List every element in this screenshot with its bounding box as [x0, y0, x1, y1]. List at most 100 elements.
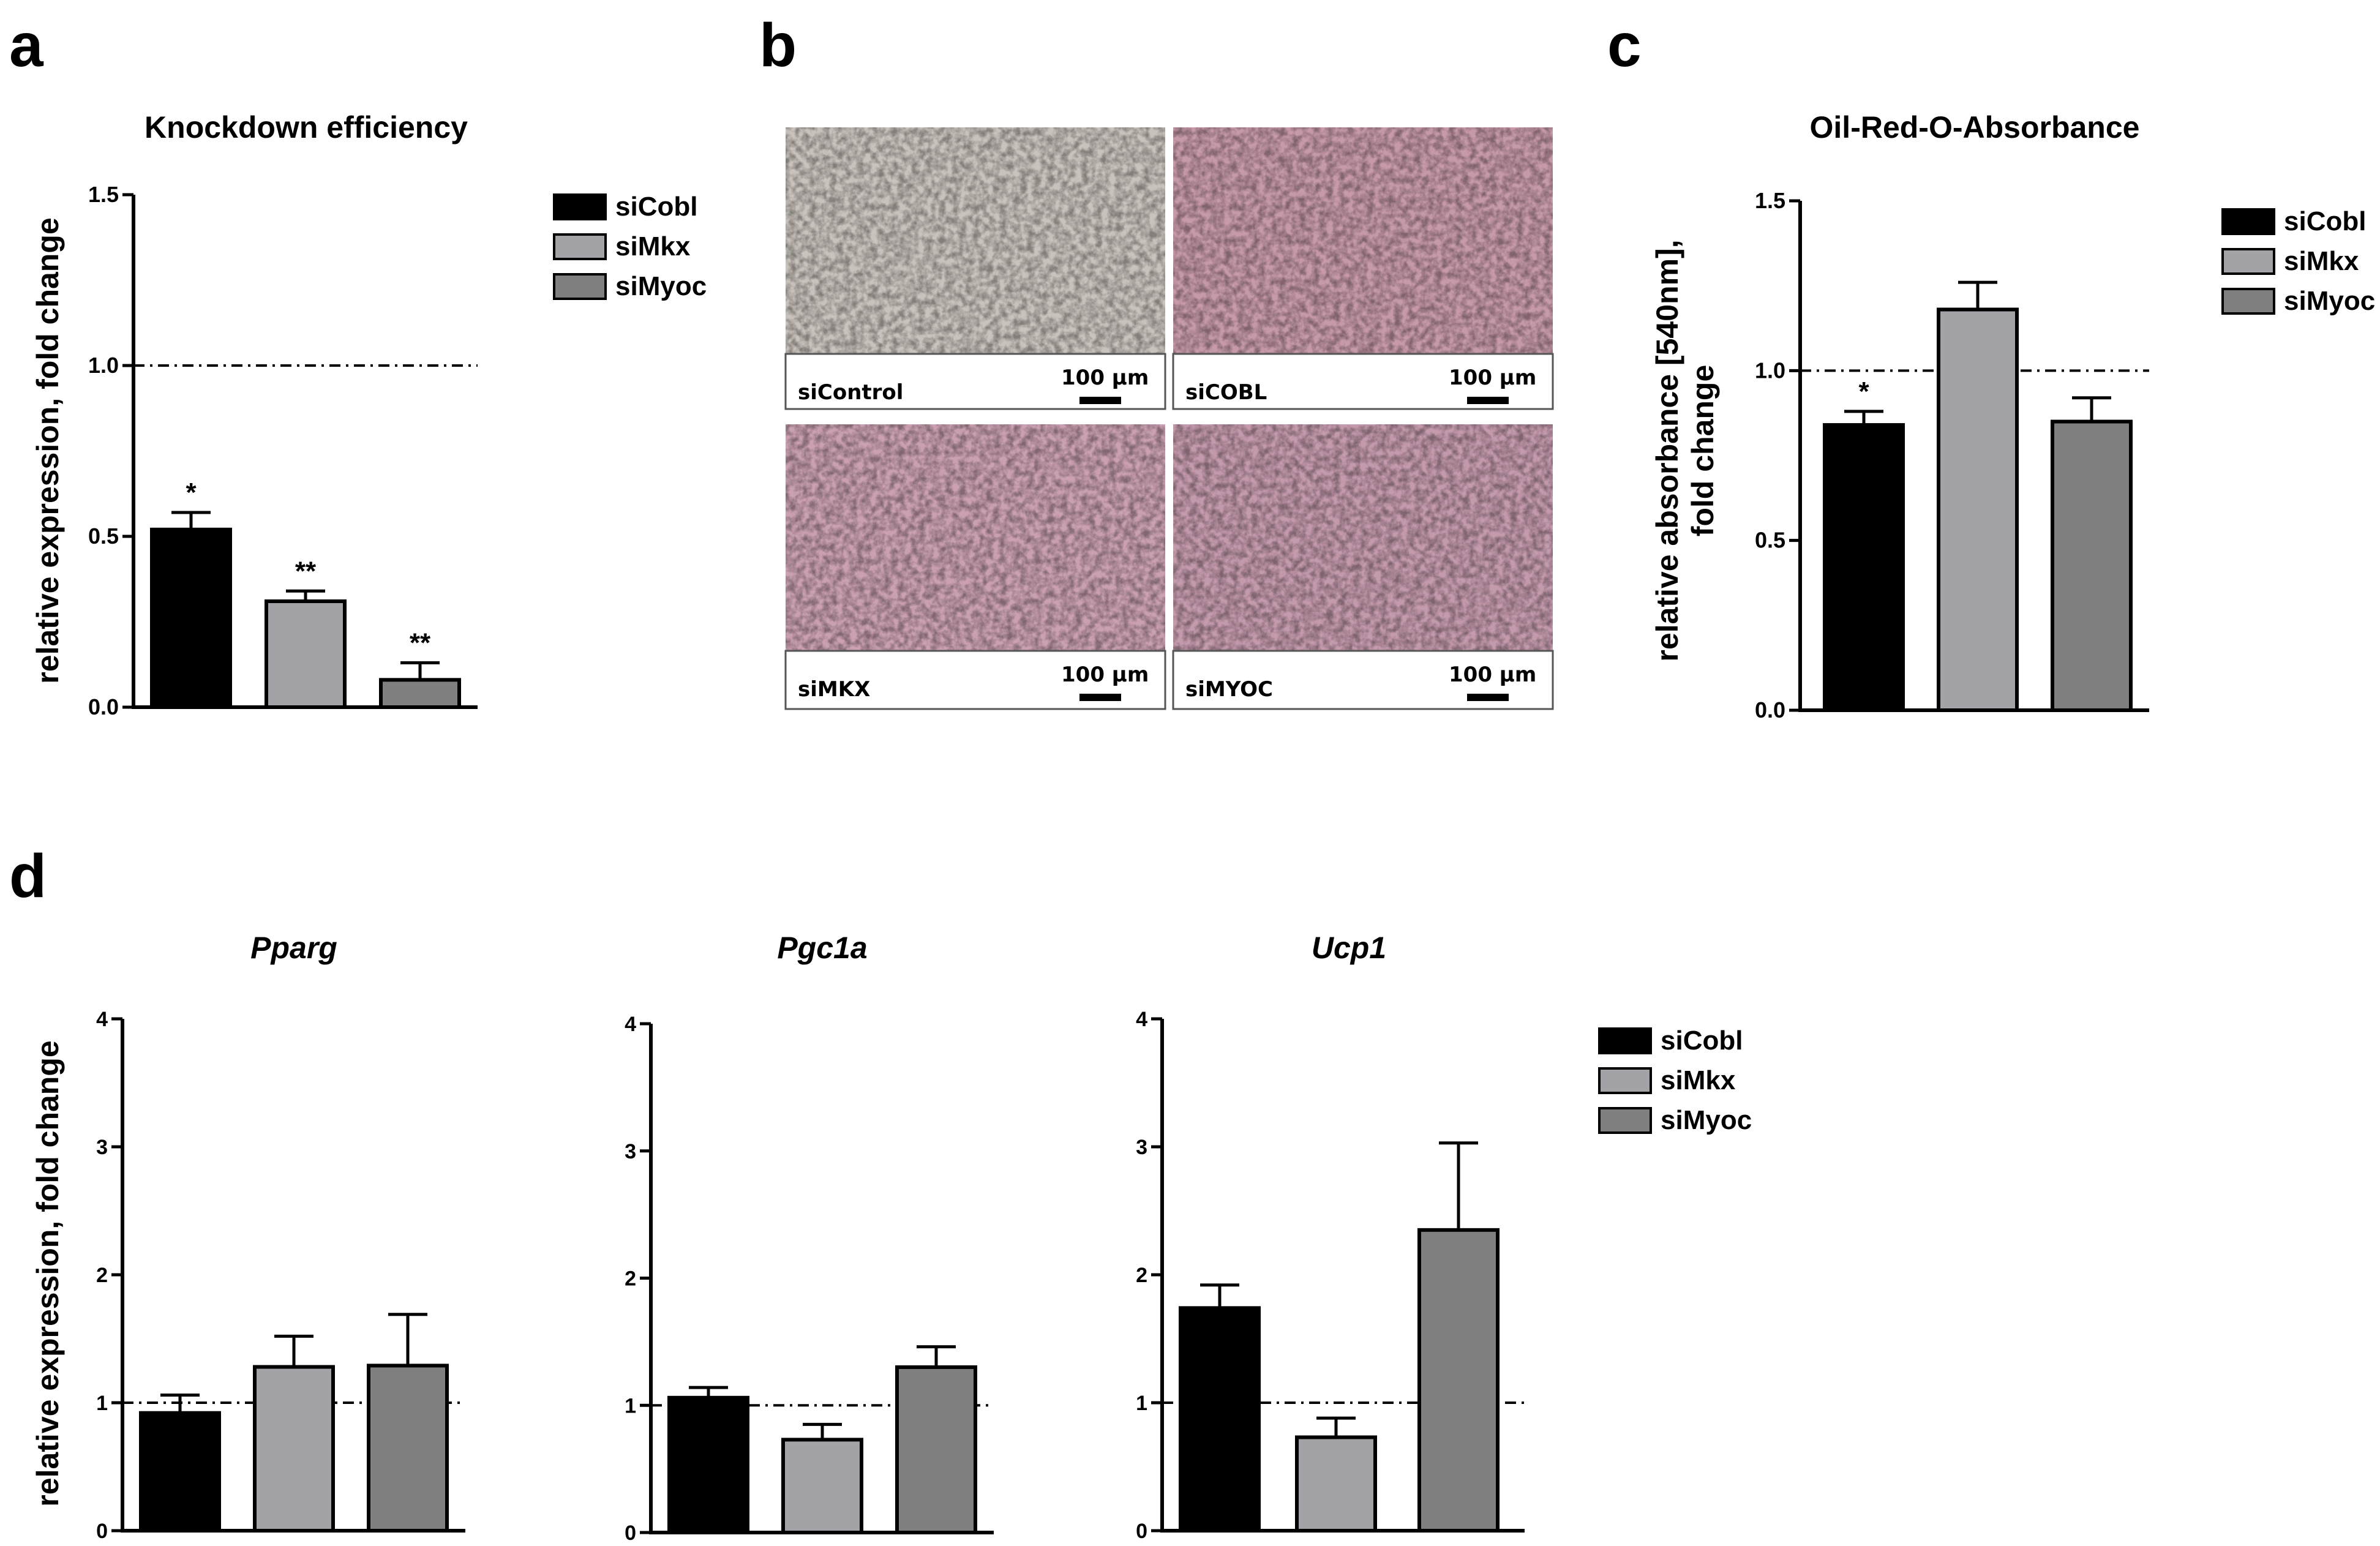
- micrograph-simkx: siMKX 100 µm: [784, 424, 1166, 710]
- panel-letter-d: d: [9, 842, 47, 910]
- micrograph-sicobl: siCOBL 100 µm: [1172, 127, 1554, 410]
- chart-knockdown-efficiency: Knockdown efficiency relative expression,…: [31, 110, 707, 719]
- y-tick-label: 4: [1136, 1008, 1147, 1031]
- y-tick-label: 1.0: [1755, 358, 1785, 383]
- micrograph-simyoc: siMYOC 100 µm: [1172, 424, 1554, 710]
- bar-simyoc: [2051, 419, 2133, 712]
- micrograph-label: siControl: [798, 380, 903, 405]
- panel-letter-c: c: [1607, 11, 1642, 80]
- bar-sicobl: [667, 1395, 749, 1534]
- chart-pgc1a: Pgc1a 0 1 2 3 4: [625, 931, 994, 1545]
- chart-title: Oil-Red-O-Absorbance: [1810, 110, 2140, 144]
- significance-marker: *: [186, 478, 197, 508]
- legend-swatch: [1598, 1067, 1652, 1094]
- y-axis-label: relative expression, fold change: [31, 217, 65, 683]
- y-tick-label: 0: [625, 1522, 636, 1545]
- scale-bar: [1467, 694, 1509, 701]
- y-tick-label: 1: [1136, 1392, 1147, 1415]
- chart-oil-red-o-absorbance: Oil-Red-O-Absorbance relative absorbance …: [1650, 110, 2375, 722]
- legend-label: siMkx: [2284, 246, 2359, 276]
- y-tick-label: 1: [625, 1394, 636, 1417]
- y-tick-label: 1.5: [1755, 188, 1785, 213]
- micrograph-label: siMKX: [798, 677, 870, 702]
- micrograph-texture: [786, 127, 1165, 354]
- y-tick-label: 3: [1136, 1136, 1147, 1159]
- bar-simyoc: [379, 678, 461, 709]
- bar-sicobl: [150, 527, 232, 710]
- scale-bar-label: 100 µm: [1449, 662, 1536, 687]
- legend-swatch: [1598, 1027, 1652, 1054]
- y-tick-label: 0: [96, 1520, 108, 1543]
- y-tick-label: 2: [1136, 1264, 1147, 1287]
- bar-simyoc: [367, 1364, 449, 1533]
- y-tick-label: 3: [96, 1136, 108, 1159]
- y-tick-label: 1: [96, 1392, 108, 1415]
- y-tick-label: 3: [625, 1140, 636, 1163]
- legend-swatch: [2221, 288, 2275, 315]
- bar-sicobl: [1179, 1306, 1261, 1533]
- chart-pparg: Pparg relative expression, fold change 0 1 2…: [31, 931, 465, 1543]
- legend-swatch: [2221, 248, 2275, 275]
- y-tick-label: 0.0: [1755, 697, 1785, 722]
- y-tick-label: 4: [96, 1008, 108, 1031]
- micrograph-texture: [1173, 424, 1553, 651]
- bar-simkx: [781, 1438, 863, 1535]
- y-axis-label-line: fold change: [1686, 365, 1720, 537]
- y-tick-label: 1.0: [88, 353, 119, 378]
- legend-label: siMkx: [1661, 1065, 1736, 1095]
- chart-title: Pgc1a: [777, 931, 867, 965]
- bar-simkx: [265, 599, 347, 710]
- scale-bar-label: 100 µm: [1449, 366, 1536, 390]
- scale-bar: [1467, 397, 1509, 404]
- micrograph-texture: [786, 424, 1165, 651]
- legend-label: siMkx: [615, 231, 691, 261]
- bar-sicobl: [139, 1411, 221, 1533]
- micrograph-texture: [1173, 127, 1553, 354]
- micrograph-label: siMYOC: [1185, 677, 1273, 702]
- legend-swatch: [553, 273, 607, 300]
- y-tick-label: 2: [625, 1267, 636, 1291]
- chart-title: Knockdown efficiency: [145, 110, 468, 144]
- bar-simkx: [253, 1365, 335, 1533]
- legend-label: siMyoc: [2284, 286, 2375, 316]
- scale-bar-label: 100 µm: [1061, 366, 1149, 390]
- scale-bar: [1079, 694, 1121, 701]
- y-tick-label: 2: [96, 1264, 108, 1287]
- bar-sicobl: [1823, 423, 1905, 713]
- significance-marker: **: [410, 628, 431, 658]
- bar-simyoc: [1417, 1228, 1500, 1533]
- legend-label: siCobl: [615, 192, 697, 222]
- legend-label: siMyoc: [615, 271, 707, 301]
- micrograph-sicontrol: siControl 100 µm: [784, 127, 1166, 410]
- y-tick-label: 0.5: [1755, 528, 1785, 553]
- legend-swatch: [553, 193, 607, 220]
- y-tick-label: 0: [1136, 1520, 1147, 1543]
- significance-marker: **: [295, 556, 317, 586]
- y-axis-label-line: relative expression, fold change: [31, 217, 65, 683]
- significance-marker: *: [1858, 377, 1869, 407]
- y-tick-label: 0.0: [88, 694, 119, 719]
- y-axis-label-line: relative absorbance [540nm],: [1650, 239, 1684, 661]
- bar-simkx: [1937, 307, 2019, 712]
- y-axis-label: relative expression, fold change: [31, 1040, 65, 1506]
- legend-swatch: [2221, 208, 2275, 235]
- legend-label: siMyoc: [1661, 1105, 1752, 1135]
- y-axis-label: relative absorbance [540nm],fold change: [1650, 239, 1720, 661]
- legend-label: siCobl: [2284, 206, 2366, 236]
- bar-simyoc: [895, 1365, 977, 1535]
- panel-letter-a: a: [9, 11, 44, 80]
- micrograph-label: siCOBL: [1185, 380, 1267, 405]
- legend-label: siCobl: [1661, 1026, 1743, 1056]
- panel-letter-b: b: [759, 11, 797, 80]
- chart-title: Ucp1: [1312, 931, 1386, 965]
- scale-bar-label: 100 µm: [1061, 662, 1149, 687]
- bar-simkx: [1295, 1435, 1377, 1533]
- y-tick-label: 1.5: [88, 182, 119, 207]
- y-tick-label: 4: [625, 1013, 636, 1036]
- chart-ucp1: Ucp1 0 1 2 3 4 siCobl siMkx siMyoc: [1136, 931, 1752, 1543]
- chart-title: Pparg: [250, 931, 337, 965]
- scale-bar: [1079, 397, 1121, 404]
- y-tick-label: 0.5: [88, 523, 119, 549]
- legend-swatch: [1598, 1107, 1652, 1134]
